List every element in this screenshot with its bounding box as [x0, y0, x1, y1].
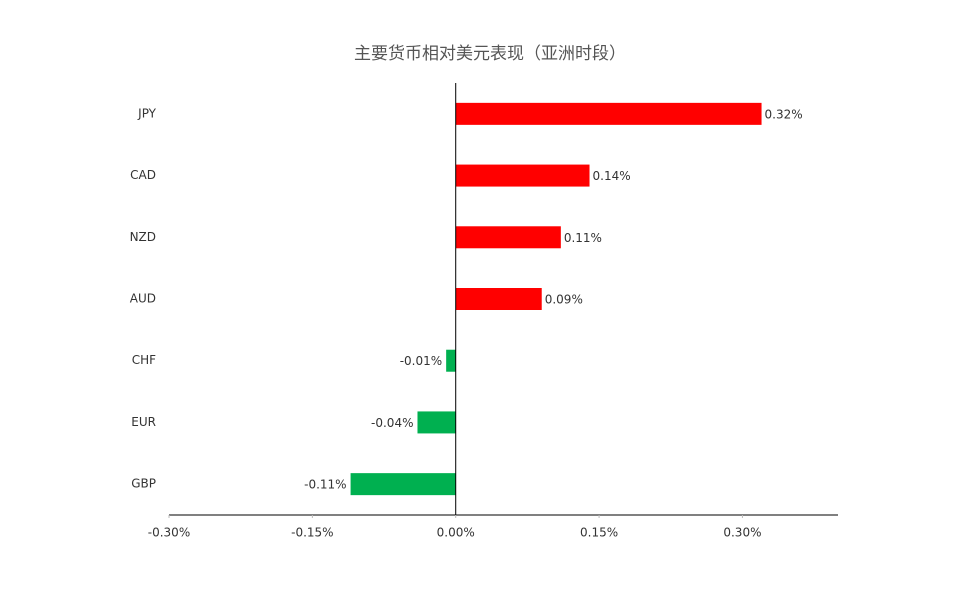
y-tick-label: NZD — [130, 230, 156, 244]
y-tick-label: EUR — [131, 415, 156, 429]
y-tick-label: JPY — [137, 106, 157, 120]
y-tick-label: AUD — [130, 292, 156, 306]
bar — [455, 102, 762, 125]
chart-title: 主要货币相对美元表现（亚洲时段） — [354, 44, 626, 64]
x-tick-label: -0.15% — [291, 526, 333, 540]
bar — [455, 164, 590, 187]
y-tick-label: CAD — [130, 168, 156, 182]
data-label: -0.11% — [304, 478, 346, 492]
data-label: 0.14% — [593, 169, 631, 183]
data-label: -0.04% — [371, 416, 413, 430]
x-tick-label: 0.15% — [580, 526, 618, 540]
data-label: 0.11% — [564, 231, 602, 245]
x-tick-label: 0.00% — [437, 526, 475, 540]
bar — [417, 411, 456, 434]
y-tick-label: GBP — [131, 477, 156, 491]
x-tick-label: -0.30% — [148, 526, 190, 540]
bar — [455, 288, 542, 310]
data-label: 0.09% — [545, 293, 583, 307]
data-label: 0.32% — [765, 107, 803, 121]
y-tick-label: CHF — [132, 353, 156, 367]
bar — [350, 473, 456, 496]
x-tick-label: 0.30% — [723, 526, 761, 540]
data-label: -0.01% — [400, 354, 442, 368]
bar — [446, 349, 456, 372]
bar — [455, 226, 561, 249]
